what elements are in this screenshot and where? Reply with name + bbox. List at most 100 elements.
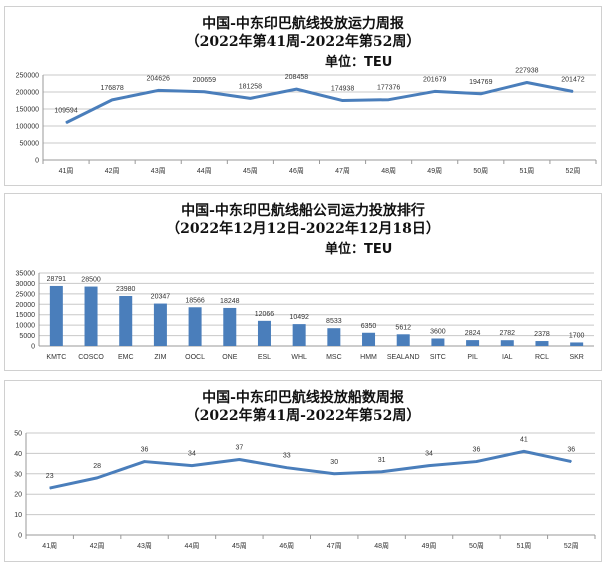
data-label: 201679 (423, 76, 446, 83)
x-tick-label: 51周 (516, 542, 531, 550)
data-point (388, 99, 390, 101)
y-tick-label: 25000 (16, 291, 36, 298)
data-label: 2378 (534, 331, 550, 338)
data-label: 2782 (499, 330, 515, 337)
data-point (65, 122, 67, 124)
x-tick-label: SITC (430, 354, 446, 361)
data-point (96, 477, 98, 479)
chart-plot: 0 10 20 30 40 50 41周 42周 43周 44周 45周 46周 47周 48周 49周 50… (14, 431, 596, 550)
x-tick-label: 45周 (243, 167, 258, 175)
x-tick-label: ZIM (154, 354, 166, 361)
data-label: 12066 (255, 311, 275, 318)
capacity-weekly-chart: 中国-中东印巴航线投放运力周报 （2022年第41周-2022年第52周） 单位… (4, 6, 602, 186)
data-label: 18248 (220, 298, 240, 305)
data-label: 177376 (377, 85, 400, 92)
x-tick-label: SKR (569, 354, 583, 361)
x-tick-label: 41周 (59, 167, 74, 175)
x-tick-label: IAL (502, 354, 513, 361)
data-label: 5612 (395, 324, 411, 331)
x-tick-label: MSC (326, 354, 342, 361)
data-label: 6350 (361, 323, 377, 330)
series-line (49, 449, 572, 490)
y-tick-label: 50000 (20, 141, 40, 148)
bar (466, 340, 480, 346)
bar (396, 334, 410, 346)
x-tick-label: 43周 (151, 167, 166, 175)
x-tick-label: 48周 (381, 167, 396, 175)
y-tick-label: 35000 (16, 271, 36, 278)
data-point (342, 100, 344, 102)
data-label: 28500 (81, 277, 101, 284)
data-point (480, 93, 482, 95)
data-point (49, 487, 51, 489)
y-tick-label: 30000 (16, 281, 36, 288)
data-label: 8533 (326, 318, 342, 325)
x-tick-label: 41周 (42, 542, 57, 550)
data-label: 201472 (561, 76, 584, 83)
data-label: 204626 (147, 75, 170, 82)
data-point (238, 459, 240, 461)
x-tick-label: 42周 (90, 542, 105, 550)
x-tick-label: 45周 (232, 542, 247, 550)
data-label: 31 (378, 457, 386, 464)
x-tick-label: COSCO (78, 354, 104, 361)
x-tick-label: 52周 (566, 167, 581, 175)
x-tick-label: ESL (258, 354, 271, 361)
x-tick-label: 52周 (564, 542, 579, 550)
data-label: 36 (567, 447, 575, 454)
chart-title: 中国-中东印巴航线投放船数周报 (202, 390, 404, 406)
bar (327, 328, 341, 346)
data-label: 34 (188, 451, 196, 458)
x-tick-label: PIL (467, 354, 478, 361)
x-tick-label: SEALAND (387, 354, 420, 361)
x-tick-label: 51周 (519, 167, 534, 175)
chart-unit: 单位：TEU (325, 242, 393, 257)
x-tick-label: 49周 (422, 542, 437, 550)
data-label: 227938 (515, 68, 538, 75)
series-line (65, 81, 574, 125)
data-point (572, 90, 574, 92)
data-label: 28 (93, 463, 101, 470)
data-label: 20347 (151, 294, 171, 301)
data-label: 176878 (100, 85, 123, 92)
y-tick-label: 30 (14, 471, 22, 478)
y-tick-label: 0 (31, 344, 35, 351)
bar (570, 342, 584, 346)
y-tick-label: 0 (18, 533, 22, 540)
x-tick-label: 44周 (197, 167, 212, 175)
data-label: 30 (330, 459, 338, 466)
data-label: 200659 (193, 77, 216, 84)
bar (431, 338, 445, 346)
bar (535, 341, 549, 346)
bar (257, 320, 271, 346)
data-point (157, 89, 159, 91)
x-tick-label: ONE (222, 354, 238, 361)
bar (292, 324, 306, 346)
bar (119, 295, 133, 346)
data-point (295, 88, 297, 90)
chart-subtitle: （2022年第41周-2022年第52周） (185, 408, 421, 424)
x-tick-label: 46周 (289, 167, 304, 175)
y-tick-label: 5000 (19, 333, 35, 340)
data-label: 181258 (239, 83, 262, 90)
data-label: 41 (520, 436, 528, 443)
bar (362, 332, 376, 346)
data-label: 37 (235, 445, 243, 452)
data-point (191, 465, 193, 467)
y-tick-label: 50 (14, 431, 22, 438)
data-label: 34 (425, 451, 433, 458)
y-tick-label: 20 (14, 492, 22, 499)
data-label: 174938 (331, 86, 354, 93)
bar (223, 307, 237, 346)
data-point (523, 450, 525, 452)
data-point (526, 82, 528, 84)
y-tick-label: 40 (14, 451, 22, 458)
x-tick-label: 50周 (469, 542, 484, 550)
x-tick-label: KMTC (46, 354, 66, 361)
x-tick-label: 47周 (327, 542, 342, 550)
data-point (144, 461, 146, 463)
data-label: 1700 (569, 332, 585, 339)
data-label: 36 (141, 447, 149, 454)
bar (153, 303, 167, 346)
y-tick-label: 200000 (16, 90, 39, 97)
